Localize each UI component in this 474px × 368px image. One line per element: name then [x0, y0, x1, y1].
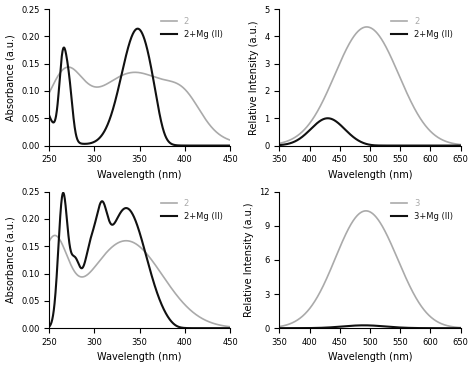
X-axis label: Wavelength (nm): Wavelength (nm)	[328, 170, 412, 180]
Legend: 2, 2+Mg (II): 2, 2+Mg (II)	[157, 196, 226, 225]
Y-axis label: Relative Intensity (a.u.): Relative Intensity (a.u.)	[249, 20, 259, 135]
Legend: 3, 3+Mg (II): 3, 3+Mg (II)	[387, 196, 456, 225]
X-axis label: Wavelength (nm): Wavelength (nm)	[328, 353, 412, 362]
X-axis label: Wavelength (nm): Wavelength (nm)	[98, 353, 182, 362]
Y-axis label: Relative Intensity (a.u.): Relative Intensity (a.u.)	[244, 203, 254, 317]
Legend: 2, 2+Mg (II): 2, 2+Mg (II)	[387, 13, 456, 42]
Y-axis label: Absorbance (a.u.): Absorbance (a.u.)	[6, 34, 16, 121]
X-axis label: Wavelength (nm): Wavelength (nm)	[98, 170, 182, 180]
Y-axis label: Absorbance (a.u.): Absorbance (a.u.)	[6, 216, 16, 303]
Legend: 2, 2+Mg (II): 2, 2+Mg (II)	[157, 13, 226, 42]
